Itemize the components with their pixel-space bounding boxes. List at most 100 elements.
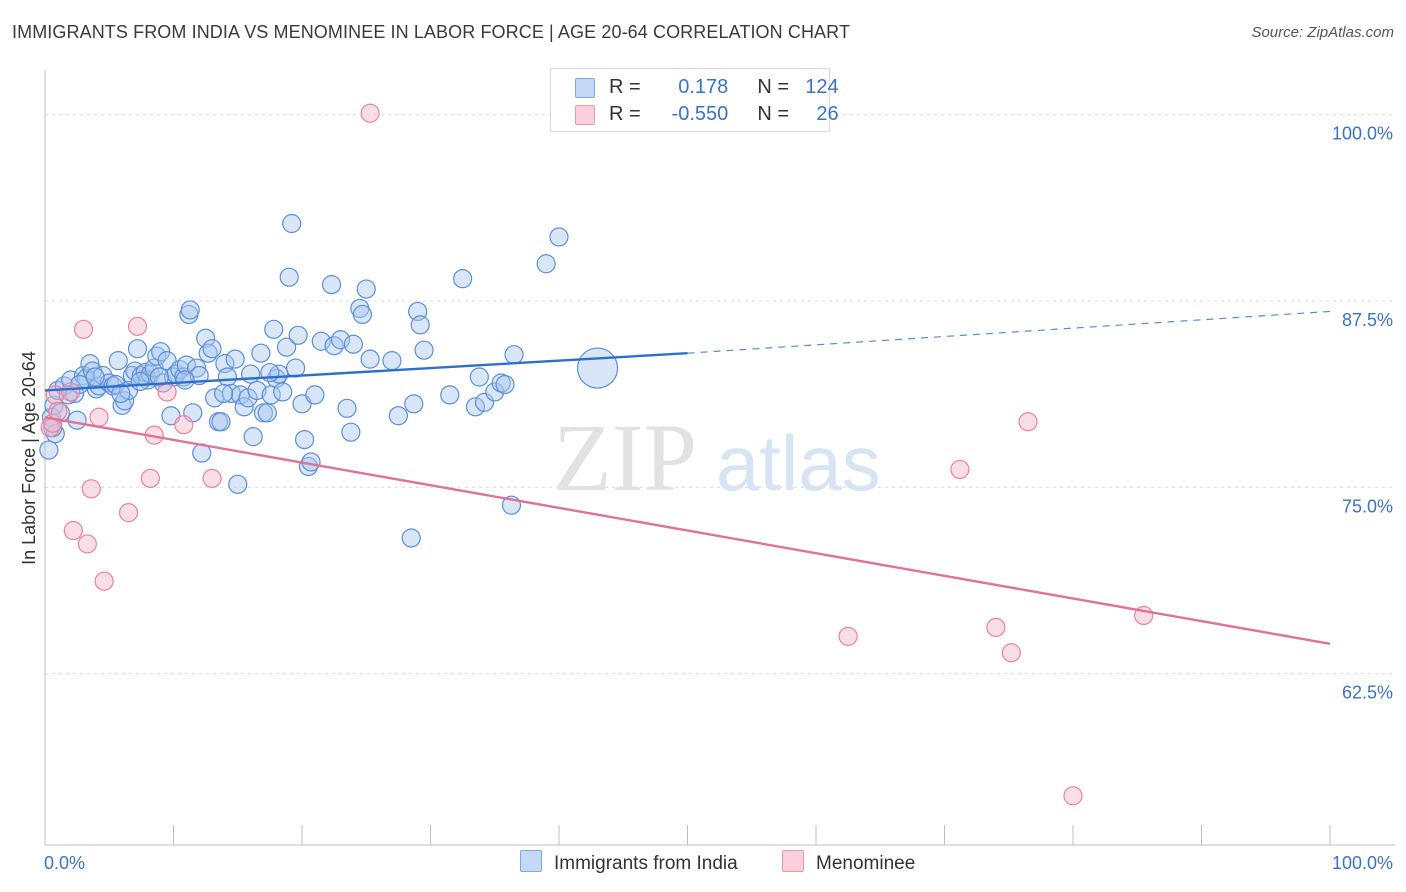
legend-swatch-india xyxy=(575,78,595,98)
point-menominee-12 xyxy=(127,316,148,336)
point-menominee-11 xyxy=(118,503,139,523)
correlation-legend: R = 0.178 N = 124 R = -0.550 N = 26 xyxy=(550,68,839,132)
legend-r-label: R = xyxy=(609,103,641,125)
axes xyxy=(44,70,1395,846)
point-india-87 xyxy=(341,422,361,442)
point-india-104 xyxy=(474,392,495,412)
point-india-47 xyxy=(196,328,216,348)
point-india-95 xyxy=(401,528,421,548)
x-tick-label-1: 100.0% xyxy=(1332,853,1393,873)
point-india-44 xyxy=(187,358,207,378)
trend-lines xyxy=(44,310,1331,645)
point-india-96 xyxy=(404,394,424,414)
point-india-76 xyxy=(288,325,308,345)
point-india-118 xyxy=(111,383,131,404)
point-india-68 xyxy=(264,319,284,339)
point-india-107 xyxy=(495,374,515,395)
point-india-64 xyxy=(251,343,271,363)
point-india-122 xyxy=(214,383,234,404)
point-india-81 xyxy=(305,385,325,405)
point-menominee-20 xyxy=(950,459,970,480)
point-menominee-16 xyxy=(174,415,194,435)
bottom-legend-india: Immigrants from India xyxy=(520,850,738,875)
point-india-72 xyxy=(276,337,297,357)
legend-n-value-menominee: 26 xyxy=(816,103,839,125)
point-india-71 xyxy=(273,382,293,402)
legend-r-value-menominee: -0.550 xyxy=(671,103,729,125)
trend-line-india xyxy=(44,351,688,392)
bottom-legend-swatch-menominee xyxy=(782,850,804,872)
point-india-78 xyxy=(294,430,315,450)
point-india-117 xyxy=(85,367,105,387)
point-india-101 xyxy=(453,269,473,289)
y-tick-label-1: 87.5% xyxy=(1342,310,1393,330)
bottom-legend-label-india: Immigrants from India xyxy=(554,853,738,874)
chart-title: IMMIGRANTS FROM INDIA VS MENOMINEE IN LA… xyxy=(12,22,851,42)
legend-r-label: R = xyxy=(609,76,641,98)
point-india-19 xyxy=(108,351,128,371)
data-points xyxy=(39,103,1154,806)
point-menominee-6 xyxy=(73,319,94,339)
point-india-91 xyxy=(356,279,376,299)
point-india-109 xyxy=(504,345,524,365)
point-menominee-13 xyxy=(140,468,160,488)
point-india-42 xyxy=(180,300,200,320)
point-menominee-9 xyxy=(89,407,109,427)
point-india-82 xyxy=(311,331,331,351)
point-menominee-15 xyxy=(157,382,177,402)
point-menominee-8 xyxy=(81,479,101,499)
point-india-73 xyxy=(279,267,299,287)
point-india-100 xyxy=(440,385,460,405)
legend-n-label: N = xyxy=(757,103,790,125)
legend-swatch-menominee xyxy=(575,105,595,125)
axis-labels: 100.0% 87.5% 75.0% 62.5% 0.0% 100.0% In Labor … xyxy=(19,124,1393,873)
bottom-legend-swatch-india xyxy=(520,850,542,872)
y-tick-label-0: 100.0% xyxy=(1332,124,1393,144)
trend-line-menominee xyxy=(44,416,1331,645)
bottom-legend-label-menominee: Menominee xyxy=(816,853,916,874)
watermark-atlas: atlas xyxy=(716,419,881,507)
point-india-56 xyxy=(225,349,245,369)
point-menominee-4 xyxy=(61,382,81,402)
point-india-98 xyxy=(410,315,430,335)
point-india-25 xyxy=(127,339,148,359)
y-tick-label-3: 62.5% xyxy=(1342,683,1393,703)
source-label: Source: ZipAtlas.com xyxy=(1251,24,1394,41)
point-india-99 xyxy=(414,340,434,360)
point-india-119 xyxy=(130,371,150,392)
point-india-62 xyxy=(243,427,263,447)
point-india-120 xyxy=(149,367,169,387)
point-menominee-23 xyxy=(1018,412,1038,432)
point-india-49 xyxy=(202,339,222,359)
point-india-83 xyxy=(321,275,342,295)
point-india-113 xyxy=(39,440,59,460)
point-india-88 xyxy=(343,334,363,354)
y-axis-label: In Labor Force | Age 20-64 xyxy=(19,351,39,565)
point-india-74 xyxy=(282,213,302,234)
point-india-102 xyxy=(465,397,486,417)
point-india-57 xyxy=(228,474,248,494)
point-india-8 xyxy=(67,410,87,430)
point-india-52 xyxy=(211,412,231,432)
point-menominee-17 xyxy=(202,468,222,488)
point-india-103 xyxy=(469,367,489,387)
point-menominee-10 xyxy=(94,571,114,591)
point-india-94 xyxy=(388,406,408,426)
point-india-121 xyxy=(175,370,195,390)
trend-line-india-extension xyxy=(687,310,1331,354)
bottom-legend-menominee: Menominee xyxy=(782,850,915,875)
point-india-61 xyxy=(241,364,261,384)
legend-n-label: N = xyxy=(757,76,790,98)
point-india-110 xyxy=(536,254,556,274)
legend-r-value-india: 0.178 xyxy=(678,76,729,98)
point-india-93 xyxy=(382,351,402,371)
zipatlas-watermark: ZIP atlas xyxy=(553,404,881,511)
point-india-111 xyxy=(549,227,569,247)
point-menominee-19 xyxy=(838,626,858,646)
point-menominee-21 xyxy=(986,617,1006,638)
point-india-112 xyxy=(576,347,619,389)
point-menominee-5 xyxy=(63,520,83,541)
x-tick-label-0: 0.0% xyxy=(44,853,85,873)
point-india-54 xyxy=(217,367,238,387)
